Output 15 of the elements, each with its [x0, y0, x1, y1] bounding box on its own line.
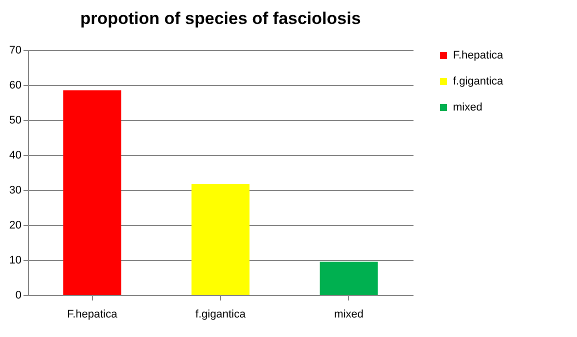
legend-label: F.hepatica [453, 50, 504, 62]
y-tick-label: 20 [9, 220, 22, 232]
y-tick-label: 50 [9, 114, 22, 126]
chart-title: propotion of species of fasciolosis [80, 9, 361, 28]
y-tick-label: 10 [9, 254, 22, 266]
x-tick-label: mixed [334, 308, 364, 320]
y-tick-label: 0 [15, 290, 22, 302]
y-tick-label: 60 [9, 80, 22, 92]
y-tick-label: 30 [9, 184, 22, 196]
legend-label: mixed [453, 102, 482, 114]
x-tick-label: f.gigantica [195, 308, 246, 320]
legend-label: f.gigantica [453, 76, 504, 88]
y-tick-label: 70 [9, 44, 22, 56]
x-tick-label: F.hepatica [67, 308, 118, 320]
y-tick-label: 40 [9, 150, 22, 162]
